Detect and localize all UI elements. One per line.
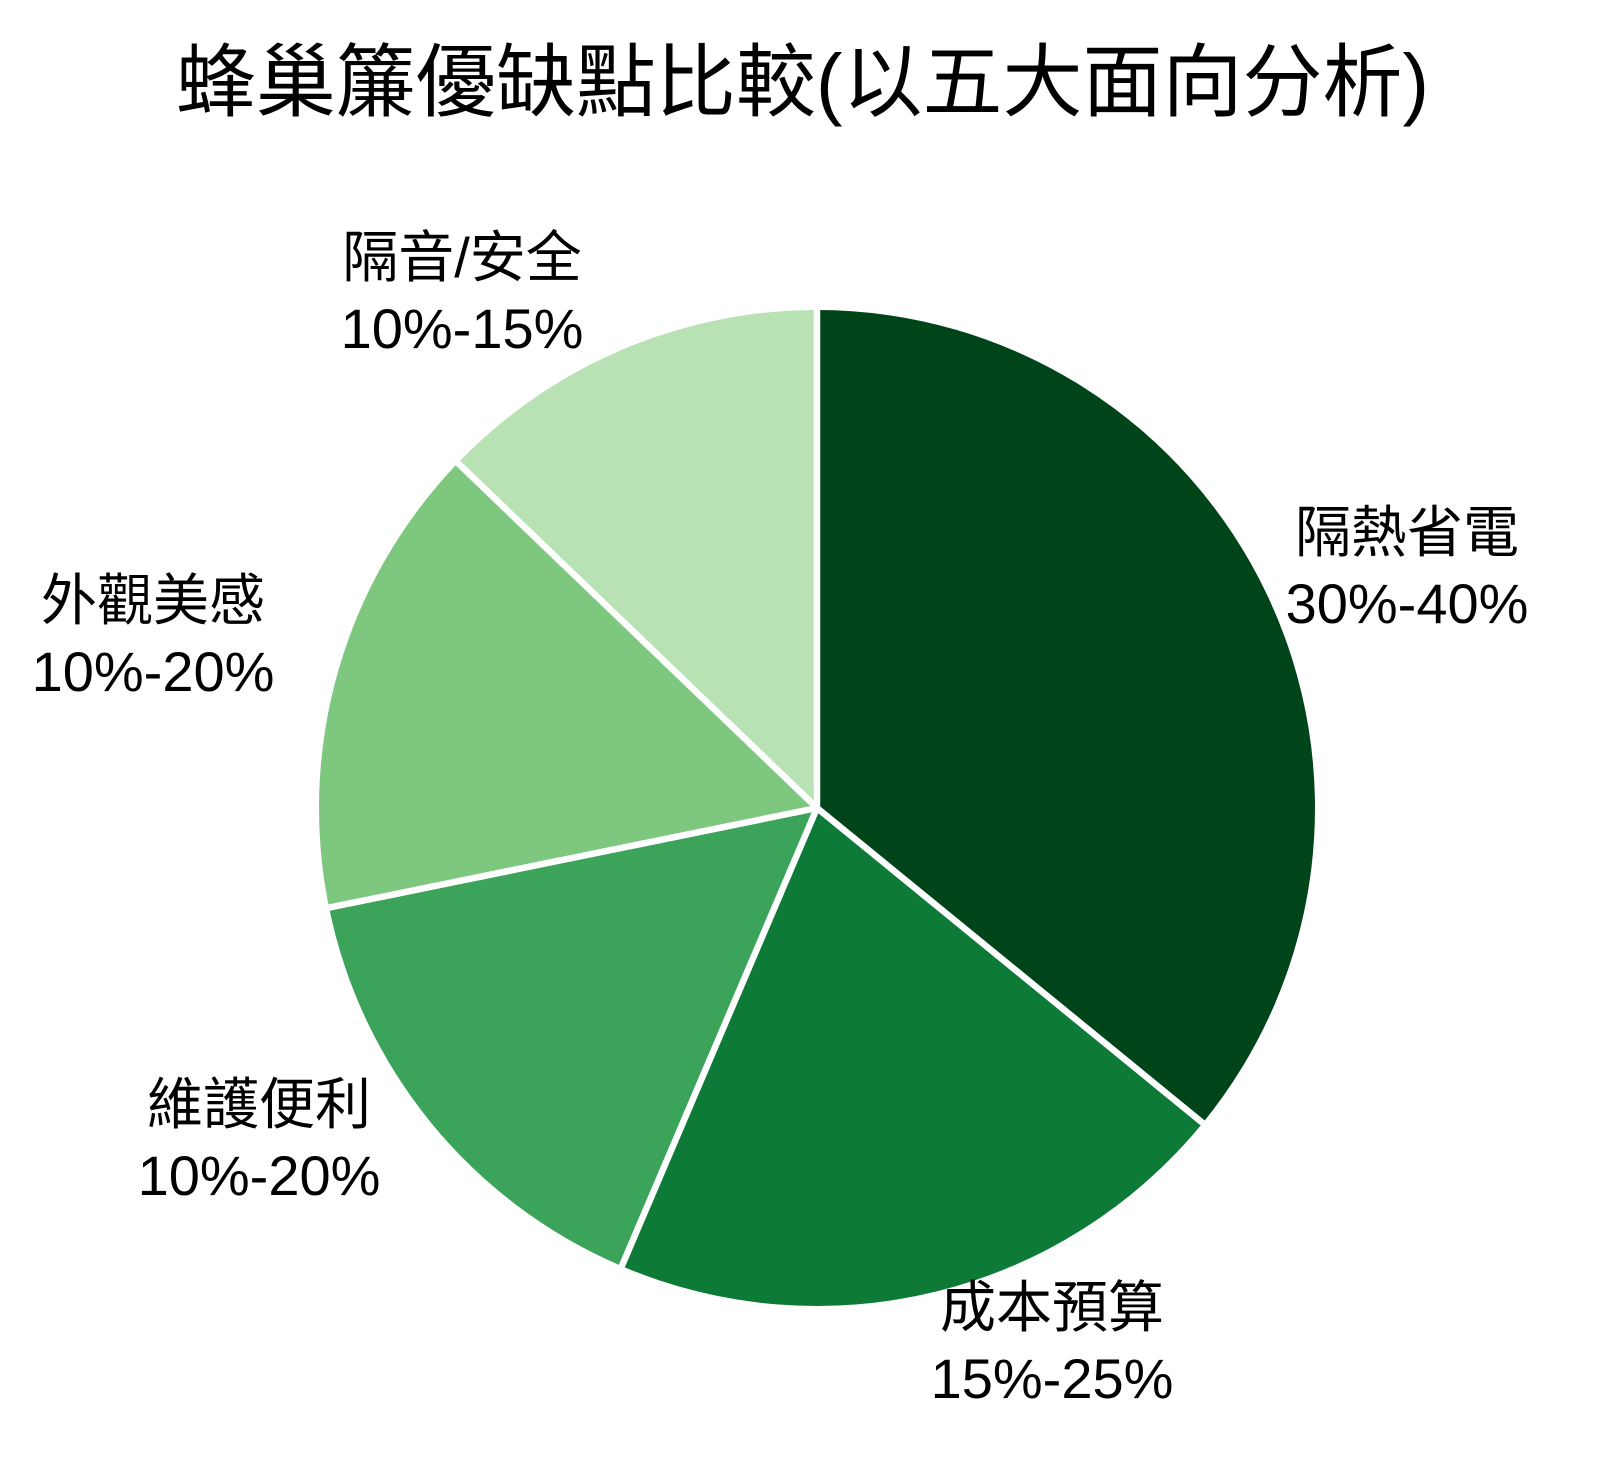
pie-label-insulation-energy: 隔熱省電 30%-40% (1286, 497, 1529, 639)
pie-label-range: 15%-25% (930, 1347, 1174, 1410)
pie-label-cost-budget: 成本預算 15%-25% (931, 1272, 1174, 1414)
pie-label-range: 10%-20% (137, 1144, 381, 1207)
pie-slice-4 (457, 310, 817, 808)
pie-label-range: 30%-40% (1285, 572, 1529, 635)
pie-label-name: 成本預算 (940, 1276, 1164, 1339)
pie-label-soundproof-safety: 隔音/安全 10%-15% (341, 222, 584, 364)
chart-title: 蜂巢簾優缺點比較(以五大面向分析) (175, 38, 1430, 127)
pie-label-maintenance: 維護便利 10%-20% (138, 1069, 381, 1211)
pie-label-aesthetics: 外觀美感 10%-20% (32, 565, 275, 707)
pie-slice-2 (329, 808, 817, 1267)
pie-label-name: 隔音/安全 (342, 226, 582, 289)
pie-slice-0 (817, 310, 1315, 1123)
pie-label-name: 隔熱省電 (1295, 501, 1519, 564)
pie-label-name: 外觀美感 (41, 569, 265, 632)
pie-slice-separator (814, 805, 1205, 1126)
pie-slice-separator (328, 804, 818, 911)
pie-label-range: 10%-20% (31, 640, 275, 703)
pie-slice-3 (318, 463, 817, 908)
pie-slice-separator (455, 460, 820, 811)
pie-slice-separator (618, 806, 820, 1268)
pie-label-range: 10%-15% (340, 297, 584, 360)
pie-label-name: 維護便利 (147, 1073, 371, 1136)
